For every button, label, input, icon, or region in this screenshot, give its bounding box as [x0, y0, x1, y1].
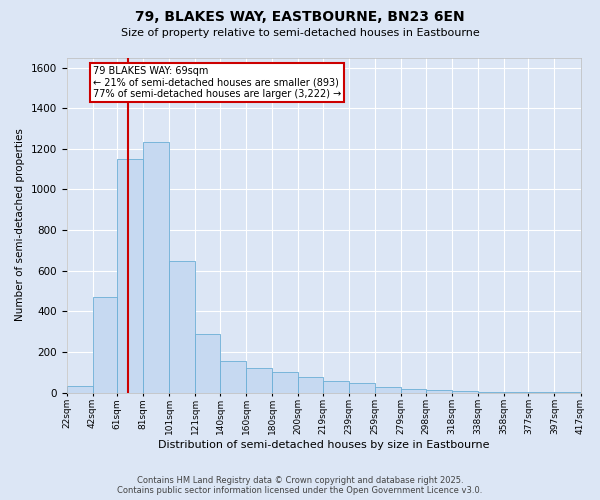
Bar — [92, 298, 117, 392]
Text: 79, BLAKES WAY, EASTBOURNE, BN23 6EN: 79, BLAKES WAY, EASTBOURNE, BN23 6EN — [135, 10, 465, 24]
Bar — [425, 390, 452, 392]
Text: Size of property relative to semi-detached houses in Eastbourne: Size of property relative to semi-detach… — [121, 28, 479, 38]
Bar — [117, 160, 143, 392]
Bar — [169, 261, 196, 392]
Bar — [375, 388, 401, 392]
X-axis label: Distribution of semi-detached houses by size in Eastbourne: Distribution of semi-detached houses by … — [158, 440, 489, 450]
Bar — [298, 378, 323, 392]
Bar — [401, 390, 425, 392]
Bar — [323, 382, 349, 392]
Bar — [246, 368, 272, 392]
Y-axis label: Number of semi-detached properties: Number of semi-detached properties — [15, 128, 25, 322]
Text: Contains HM Land Registry data © Crown copyright and database right 2025.
Contai: Contains HM Land Registry data © Crown c… — [118, 476, 482, 495]
Text: 79 BLAKES WAY: 69sqm
← 21% of semi-detached houses are smaller (893)
77% of semi: 79 BLAKES WAY: 69sqm ← 21% of semi-detac… — [93, 66, 341, 99]
Bar — [220, 361, 246, 392]
Bar — [67, 386, 92, 392]
Bar — [196, 334, 220, 392]
Bar — [272, 372, 298, 392]
Bar — [143, 142, 169, 392]
Bar — [349, 384, 375, 392]
